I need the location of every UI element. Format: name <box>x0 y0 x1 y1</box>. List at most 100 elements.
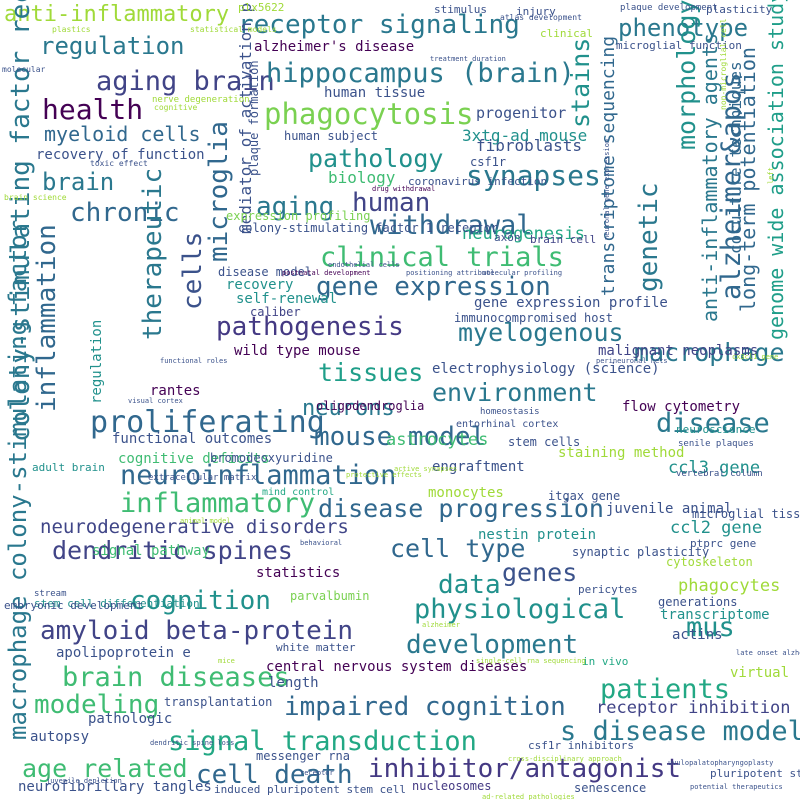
word: s disease model <box>560 716 800 747</box>
word: colony-stimulating factor 1 receptor <box>238 221 499 235</box>
word: plx5622 <box>238 1 285 14</box>
word: uvulopalatopharyngoplasty <box>668 759 774 767</box>
word: bromodeoxyuridine <box>210 451 333 465</box>
word: clinical <box>540 27 593 40</box>
word: myelogenous <box>458 318 624 347</box>
word: extracellular matrix <box>148 473 257 483</box>
word: nucleosomes <box>412 779 492 793</box>
word: cognitive deficits <box>118 451 270 467</box>
word: oligodendroglia <box>316 399 425 413</box>
word: dendritic spines <box>52 536 293 565</box>
word: alzheimer <box>422 621 460 629</box>
word: behavioral <box>300 539 343 547</box>
word: macrophage colony-stimulating factor <box>4 219 32 740</box>
word: physiological <box>414 594 626 625</box>
word: virtual <box>730 665 790 681</box>
word: regulation <box>40 32 185 60</box>
word: inflammatory <box>120 488 316 519</box>
word: genes <box>502 558 578 587</box>
word: coronavirus infection <box>408 175 548 188</box>
word: neuronal gene expression <box>603 138 611 240</box>
word: patients <box>600 674 731 705</box>
word: data <box>438 570 501 600</box>
word: toxic effect <box>90 159 148 168</box>
word: adult brain <box>32 461 105 474</box>
word: vertebral column <box>676 469 763 479</box>
word: microglia <box>204 121 234 262</box>
word: actins <box>672 627 723 643</box>
word: pericytes <box>578 583 638 596</box>
word: neuroscience <box>676 423 756 436</box>
word: tissues <box>318 358 424 387</box>
word: proliferating <box>90 405 325 440</box>
word: brain science <box>4 193 67 202</box>
word: receptor <box>300 769 334 777</box>
word: chronic <box>70 198 180 228</box>
word: ptprc gene <box>690 537 757 550</box>
word: phagocytes <box>678 576 781 596</box>
word: morphology <box>672 0 701 150</box>
word: animal model <box>180 517 231 525</box>
word: engraftment <box>432 459 525 475</box>
word: neurogenesis <box>462 224 585 244</box>
word: ccl3 gene <box>668 458 761 478</box>
word: macrophage <box>634 338 785 367</box>
word: stem cells <box>508 435 581 449</box>
word: phagocytosis <box>264 97 474 131</box>
word: staining method <box>558 445 685 461</box>
word: ad-related pathologies <box>482 793 575 800</box>
word: postnatal development <box>282 269 371 277</box>
word: regulation <box>89 319 105 404</box>
word: brain cell <box>530 233 597 246</box>
word: axon <box>494 231 521 244</box>
word: potential therapeutics <box>690 783 783 791</box>
word: homeostasis <box>480 407 540 417</box>
word: microglial function <box>616 39 742 52</box>
word: hippocampus (brain) <box>266 58 575 89</box>
word: disease <box>656 408 770 439</box>
word: aging brain <box>96 66 275 97</box>
word: protective effects <box>346 471 422 479</box>
word: central nervous system diseases <box>266 659 528 675</box>
word: juvenile depletion <box>46 777 122 785</box>
word: transplantation <box>164 695 273 709</box>
word: nestin protein <box>478 527 597 543</box>
word: plasticity <box>706 3 773 16</box>
word: neurons <box>302 396 395 421</box>
word: impaired cognition <box>284 692 566 722</box>
word: mus <box>686 612 735 643</box>
word: apolipoprotein e <box>56 645 191 661</box>
word: plaque development <box>620 3 718 13</box>
word: stream <box>34 589 67 599</box>
word: csf1r <box>470 155 507 169</box>
word: gene expression <box>316 272 551 302</box>
word: modeling <box>34 690 160 720</box>
word: development <box>406 630 579 660</box>
word: signal pathway <box>92 543 211 559</box>
word: withdrawal <box>370 210 533 241</box>
word: signal transduction <box>168 726 477 757</box>
word: cell type <box>390 534 526 563</box>
word: clinical trials <box>320 242 564 273</box>
word: 3xtg-ad mouse <box>462 126 588 145</box>
word: age related <box>22 754 188 783</box>
word: amyloid beta-protein <box>40 616 354 646</box>
word: cx3cl1 gene <box>732 353 779 361</box>
word: cognitive <box>154 103 198 112</box>
word: itgax gene <box>548 489 621 503</box>
word: expression profiling <box>226 209 371 223</box>
word: disease progression <box>318 494 604 523</box>
word: myeloid cells <box>44 122 201 146</box>
word: phenotype <box>618 14 749 42</box>
word: functional roles <box>160 357 228 365</box>
word: senile plaques <box>678 439 754 449</box>
word: human tissue <box>324 85 426 101</box>
word: injury <box>516 5 556 18</box>
word: plastics <box>52 25 91 34</box>
word: flow cytometry <box>622 399 741 415</box>
word: anti-inflammatory <box>4 2 230 27</box>
word: molecular profiling <box>482 269 563 277</box>
word: active synapses <box>394 465 458 473</box>
word: positioning attribute <box>406 269 495 277</box>
word: treatment duration <box>430 55 506 63</box>
